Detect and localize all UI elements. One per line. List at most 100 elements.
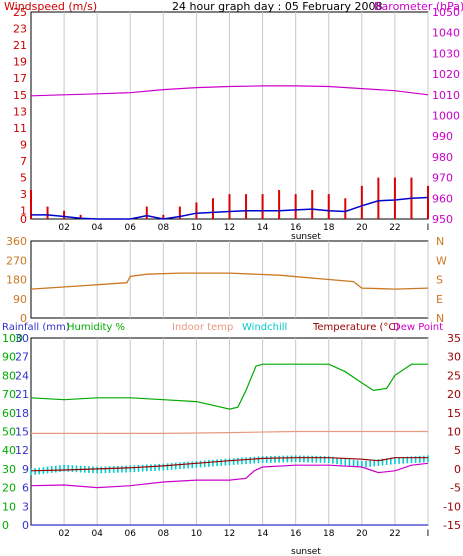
barometer-line bbox=[30, 85, 429, 97]
windspeed-tick-label: 23 bbox=[13, 23, 27, 36]
windspeed-tick-label: 5 bbox=[20, 172, 27, 185]
humidity-tick-label: 90 bbox=[2, 351, 16, 364]
barometer-tick-label: 1030 bbox=[432, 47, 460, 60]
indoor-temp-line bbox=[31, 430, 428, 434]
windspeed-tick-label: 15 bbox=[13, 89, 27, 102]
barometer-tick-label: 950 bbox=[432, 213, 453, 226]
hour-tick-label: 04 bbox=[91, 529, 103, 539]
barometer-tick-label: 1050 bbox=[432, 6, 460, 19]
hour-tick-label: 14 bbox=[257, 223, 269, 233]
temperature-tick-label: 10 bbox=[447, 426, 461, 439]
windspeed-tick-label: 1 bbox=[20, 205, 27, 218]
direction-series bbox=[30, 272, 429, 290]
hour-tick-label: 20 bbox=[356, 529, 368, 539]
barometer-tick-label: 1040 bbox=[432, 27, 460, 40]
indoor-temp-label: Indoor temp bbox=[172, 322, 233, 333]
hour-tick-label: 18 bbox=[323, 529, 335, 539]
windspeed-tick-label: 25 bbox=[13, 6, 27, 19]
temperature-tick-label: 15 bbox=[447, 407, 461, 420]
hour-tick-label: 02 bbox=[58, 529, 69, 539]
hour-tick-label: 06 bbox=[125, 529, 137, 539]
humidity-tick-label: 20 bbox=[2, 482, 16, 495]
temperature-tick-label: 5 bbox=[454, 444, 461, 457]
windspeed-tick-label: 9 bbox=[20, 138, 27, 151]
humidity-axis-label: Humidity % bbox=[67, 322, 125, 333]
wind-baro-series bbox=[30, 85, 429, 220]
barometer-tick-label: 980 bbox=[432, 151, 453, 164]
temp-hum-x-ticks: 02 04 06 08 10 12 14 16 18 20 22 I bbox=[58, 529, 429, 539]
rainfall-tick-label: 27 bbox=[15, 351, 29, 364]
rainfall-tick-label: 12 bbox=[15, 444, 29, 457]
sunset-label-top: sunset bbox=[291, 232, 321, 242]
hour-tick-label: 16 bbox=[290, 529, 302, 539]
barometer-tick-label: 1010 bbox=[432, 89, 460, 102]
humidity-tick-label: 70 bbox=[2, 388, 16, 401]
hour-tick-label: 12 bbox=[224, 223, 235, 233]
rainfall-tick-label: 0 bbox=[22, 519, 29, 532]
rainfall-tick-label: 9 bbox=[22, 463, 29, 476]
direction-compass-label: N bbox=[436, 235, 444, 248]
windchill-label: Windchill bbox=[242, 322, 287, 333]
humidity-tick-label: 50 bbox=[2, 426, 16, 439]
hour-tick-label: 08 bbox=[158, 529, 170, 539]
windspeed-tick-label: 11 bbox=[13, 122, 27, 135]
humidity-tick-label: 0 bbox=[2, 519, 9, 532]
hour-tick-label: I bbox=[427, 223, 430, 233]
barometer-axis-label: Barometer (hPa) bbox=[374, 0, 463, 13]
temperature-tick-label: -5 bbox=[450, 482, 461, 495]
windspeed-tick-label: 3 bbox=[20, 188, 27, 201]
hour-tick-label: 12 bbox=[224, 529, 235, 539]
humidity-tick-label: 80 bbox=[2, 369, 16, 382]
temperature-tick-label: -10 bbox=[443, 500, 461, 513]
dewpoint-axis-label: Dew Point bbox=[393, 322, 443, 333]
temp-hum-panel: Rainfall (mm) Humidity % Indoor temp Win… bbox=[2, 322, 461, 556]
windspeed-tick-label: 21 bbox=[13, 39, 27, 52]
direction-degree-label: 360 bbox=[6, 235, 27, 248]
windspeed-axis-label: Windspeed (m/s) bbox=[4, 0, 97, 13]
rainfall-tick-label: 21 bbox=[15, 388, 29, 401]
temperature-tick-label: -15 bbox=[443, 519, 461, 532]
rainfall-tick-label: 18 bbox=[15, 407, 29, 420]
chart-title: 24 hour graph day : 05 February 2008 bbox=[172, 0, 383, 13]
direction-compass-label: S bbox=[436, 274, 443, 287]
hour-tick-label: 04 bbox=[91, 223, 103, 233]
temp-hum-series bbox=[30, 363, 429, 526]
temperature-tick-label: 30 bbox=[447, 351, 461, 364]
hour-tick-label: 14 bbox=[257, 529, 269, 539]
barometer-tick-label: 1020 bbox=[432, 68, 460, 81]
hour-tick-label: 02 bbox=[58, 223, 69, 233]
windspeed-tick-label: 7 bbox=[20, 155, 27, 168]
temperature-tick-label: 25 bbox=[447, 369, 461, 382]
direction-compass-label: N bbox=[436, 312, 444, 325]
wind-baro-x-ticks: 02 04 06 08 10 12 14 16 18 20 22 I bbox=[58, 223, 429, 233]
rainfall-tick-label: 6 bbox=[22, 482, 29, 495]
temperature-ticks: 35 30 25 20 15 10 5 0 -5 -10 -15 bbox=[443, 332, 461, 532]
humidity-tick-label: 100 bbox=[2, 332, 23, 345]
temperature-tick-label: 20 bbox=[447, 388, 461, 401]
windspeed-line bbox=[31, 196, 429, 220]
barometer-tick-label: 960 bbox=[432, 192, 453, 205]
hour-tick-label: 10 bbox=[191, 223, 203, 233]
barometer-tick-label: 1000 bbox=[432, 110, 460, 123]
rainfall-tick-label: 24 bbox=[15, 369, 29, 382]
wind-baro-panel: Windspeed (m/s) 24 hour graph day : 05 F… bbox=[4, 0, 463, 242]
hour-tick-label: 06 bbox=[125, 223, 137, 233]
windspeed-tick-label: 13 bbox=[13, 105, 27, 118]
humidity-tick-label: 40 bbox=[2, 444, 16, 457]
temperature-line bbox=[30, 457, 428, 472]
direction-degree-label: 270 bbox=[6, 254, 27, 267]
windspeed-tick-label: 19 bbox=[13, 56, 27, 69]
direction-degree-ticks: 360 270 180 90 0 bbox=[6, 235, 27, 325]
rainfall-tick-label: 30 bbox=[15, 332, 29, 345]
hour-tick-label: I bbox=[427, 529, 430, 539]
windspeed-tick-label: 17 bbox=[13, 72, 27, 85]
hour-tick-label: 20 bbox=[356, 223, 368, 233]
hour-tick-label: 22 bbox=[389, 223, 400, 233]
direction-degree-label: 90 bbox=[13, 293, 27, 306]
dewpoint-line bbox=[30, 462, 429, 489]
direction-degree-label: 180 bbox=[6, 274, 27, 287]
